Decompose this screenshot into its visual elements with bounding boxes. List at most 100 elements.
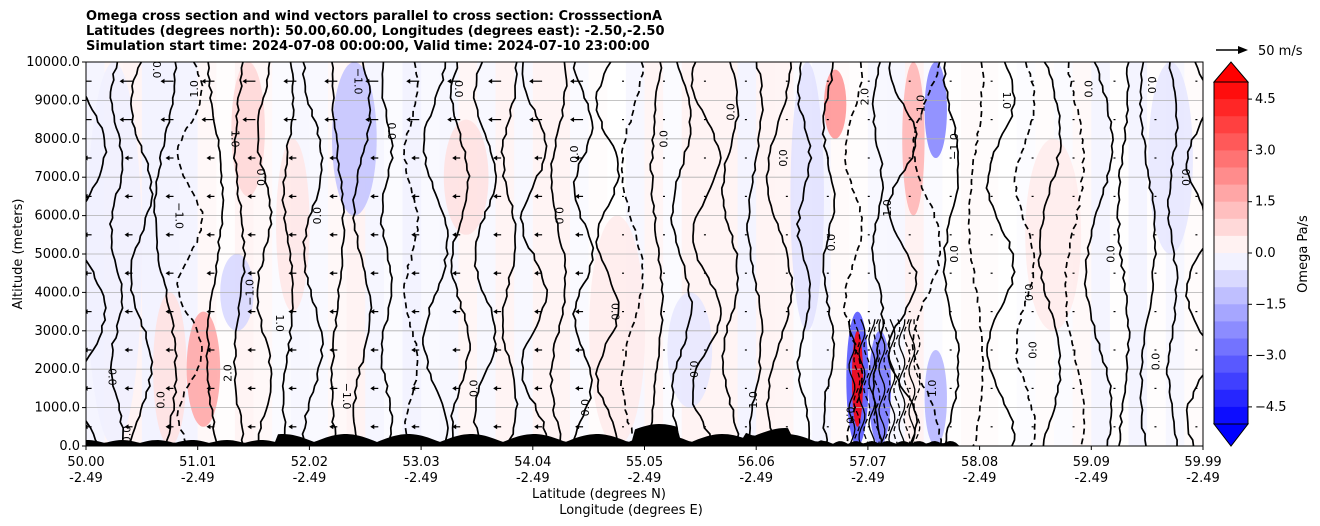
colorbar-tick-label: 0.0 [1255,246,1276,261]
y-axis: 0.0 1000.0 2000.0 3000.0 4000.0 5000.0 6000.0 7… [26,55,86,454]
title-line-2: Latitudes (degrees north): 50.00,60.00, … [86,24,665,39]
contour-label: 0.0 [725,103,738,121]
wind-vector-head [575,385,580,391]
contour-label: 0.0 [843,407,856,425]
contour-line [649,62,665,446]
y-axis-label: Altitude (meters) [11,199,26,310]
contour-line [1138,62,1157,446]
x-tick-label-lon: -2.49 [516,471,550,486]
x-tick-label-lat: 55.05 [626,455,663,470]
wind-vector-head [124,193,129,199]
omega-region [276,138,310,312]
contour-label: 0.0 [452,80,465,98]
colorbar-segment [1214,372,1248,391]
contour-label: 0.0 [1105,245,1118,263]
contour-line [765,62,794,446]
x-axis: 50.00-2.4951.01-2.4952.02-2.4953.03-2.49… [67,446,1222,486]
colorbar-tick-label: −3.0 [1255,349,1287,364]
contour-line [871,62,885,446]
omega-region [231,62,265,197]
wind-vector-head [124,347,129,353]
contour-line [1185,62,1203,446]
wind-vector-head [288,232,293,238]
plot-area: 0.0 1.0 1.0 −1.0 0.0 −1.0 −1.0 1.0 0.0 0.0 0.0 2.0 0… [86,61,1203,446]
contour-line [549,62,568,446]
wind-vector-head [575,270,580,276]
wind-vector-head [206,232,211,238]
contour-label: 0.0 [657,130,670,148]
wind-vector-head [575,424,580,430]
wind-vector-head [370,155,375,161]
wind-vector-head [493,155,498,161]
y-tick-label: 10000.0 [26,55,80,70]
x-tick-label-lon: -2.49 [1186,471,1220,486]
contour-line [256,62,273,446]
contour-label: 0.0 [1179,168,1192,186]
colorbar: 4.5 3.0 1.5 0.0 −1.5 −3.0 −4.5 [1212,61,1287,447]
contour-label: 1.0 [926,380,939,398]
wind-vector-head [124,232,129,238]
wind-vector-head [124,385,129,391]
omega-region [1148,62,1193,254]
contour-label: 0.0 [553,207,566,225]
contour-label: 0.0 [385,122,398,140]
wind-vector-head [534,155,539,161]
contour-line [519,62,549,446]
colorbar-segment [1214,167,1248,186]
wind-vector-head [411,270,416,276]
contour-line [670,62,694,446]
wind-vector-head [575,232,580,238]
contour-line [572,62,595,446]
contour-line [1083,62,1114,446]
y-tick-label: 8000.0 [35,132,81,147]
wind-vector-head [206,385,211,391]
wind-vector-head [206,424,211,430]
title-line-3: Simulation start time: 2024-07-08 00:00:… [86,39,650,54]
title-line-1: Omega cross section and wind vectors par… [86,9,663,24]
chart-title: Omega cross section and wind vectors par… [86,9,665,54]
wind-vector-head [370,309,375,315]
x-tick-label-lon: -2.49 [739,471,773,486]
contour-line-dense [893,319,901,445]
wind-vector-head [165,193,170,199]
wind-vector-head [365,78,370,84]
contour-line [232,62,247,446]
contour-line-dense [913,319,921,445]
y-tick-label: 3000.0 [35,324,81,339]
x-tick-label-lat: 53.03 [402,455,439,470]
contour-line [128,62,154,446]
wind-vector-head [529,78,534,84]
contour-line-dense [848,319,856,445]
contour-line [352,62,373,446]
contour-line-dense [868,319,876,445]
contour-line [1064,62,1086,446]
contour-label: 0.0 [948,245,961,263]
contour-line [795,62,813,446]
contour-label: 0.0 [1022,284,1035,302]
y-tick-label: 2000.0 [35,362,81,377]
wind-vector-head [575,193,580,199]
wind-vector-head [452,424,457,430]
colorbar-segment [1214,235,1248,254]
x-axis-label-lat: Latitude (degrees N) [532,487,666,502]
contour-label: 2.0 [221,364,234,382]
contour-line-dense [883,319,891,445]
wind-vector-head [411,155,416,161]
contour-label: 0.0 [150,61,163,79]
wind-vector-head [534,347,539,353]
wind-vector-head [534,385,539,391]
contour-line [1013,62,1036,446]
colorbar-segment [1214,304,1248,322]
wind-vector-head [493,347,498,353]
wind-vector-head [370,193,375,199]
wind-vector-head [283,117,288,123]
contour-line [842,62,864,446]
contour-line-dense [903,319,911,445]
contour-line [720,62,740,446]
contour-line [595,62,621,446]
wind-vector-head [124,309,129,315]
contour-line [500,62,519,446]
wind-vector-head [288,270,293,276]
colorbar-segment [1214,99,1248,117]
contour-label: −1.0 [915,95,928,122]
